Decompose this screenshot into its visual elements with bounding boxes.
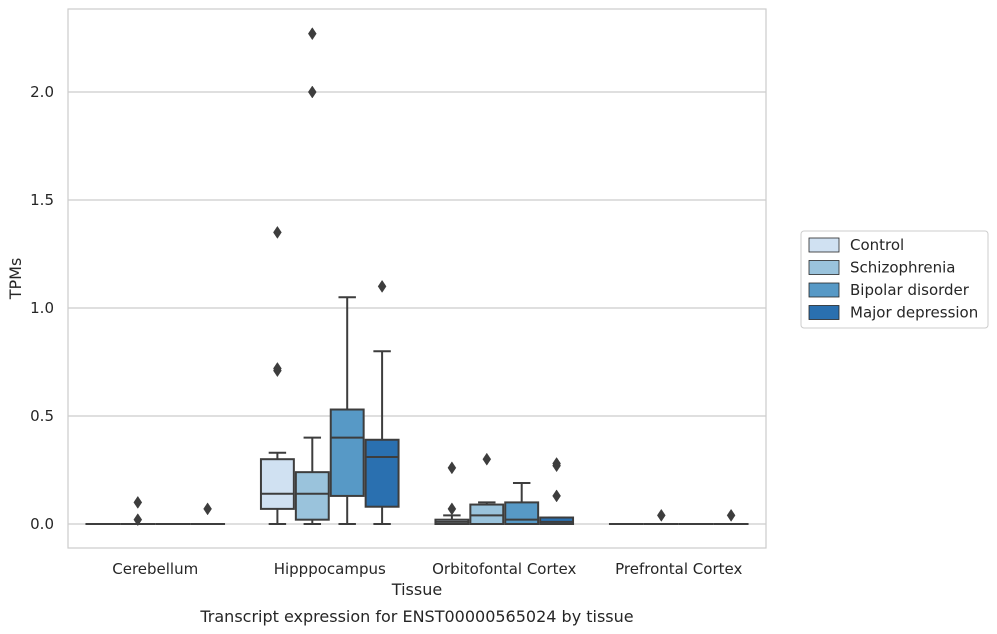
legend-label: Control [850,236,904,254]
outlier-point [203,502,212,516]
x-tick-label: Prefrontal Cortex [615,560,742,578]
y-tick-label: 1.5 [30,191,54,209]
box-major-depression [364,279,400,525]
y-axis-title: TPMs [6,258,25,301]
y-tick-labels: 0.0 0.5 1.0 1.5 2.0 [30,83,54,533]
box-schizophrenia [120,495,156,527]
box-schizophrenia [294,27,330,525]
outlier-point [273,362,282,375]
legend-swatch [808,305,840,320]
outlier-point [447,502,457,516]
outlier-point [273,225,282,239]
legend-swatch [808,282,840,298]
legend-label: Bipolar disorder [850,281,970,299]
box-iqr [469,503,505,525]
legend-label: Schizophrenia [850,259,955,277]
outlier-point [133,495,143,509]
outlier-point [552,457,561,470]
box-schizophrenia [469,452,505,525]
y-tick-label: 2.0 [30,83,54,101]
boxes [85,27,749,527]
outlier-point [552,489,561,503]
x-tick-label: Orbitofontal Cortex [432,560,576,578]
box-iqr [329,408,365,497]
box-major-depression [539,457,575,526]
outlier-point [726,508,736,522]
chart-caption: Transcript expression for ENST0000056502… [199,607,633,626]
legend-swatch [808,237,840,253]
outlier-point [307,27,317,41]
box-major-depression [713,508,749,526]
x-axis-title: Tissue [391,580,442,599]
legend-swatch [808,260,840,275]
outlier-point [133,513,143,527]
gridlines [68,91,766,525]
box-iqr [504,501,540,525]
box-control [259,225,295,525]
y-tick-label: 0.5 [30,407,54,425]
plot-frame [67,8,767,549]
box-bipolar-disorder [329,296,365,525]
legend-frame [800,230,989,329]
x-tick-label: Hipppocampus [274,560,386,578]
box-bipolar-disorder [504,481,540,525]
box-iqr [294,471,330,521]
legend-label: Major depression [850,304,978,322]
y-tick-label: 1.0 [30,299,54,317]
box-major-depression [190,502,226,526]
outlier-point [307,85,317,99]
box-iqr [364,438,400,508]
outlier-point [447,461,457,475]
x-tick-labels: Cerebellum Hipppocampus Orbitofontal Corte… [112,560,742,578]
box-schizophrenia [643,508,679,526]
outlier-point [377,279,387,293]
box-iqr [259,458,295,510]
box-control [434,461,470,525]
x-tick-label: Cerebellum [112,560,198,578]
legend: Control Schizophrenia Bipolar disorder Majo… [800,230,989,329]
box-iqr [539,516,575,526]
outlier-point [656,508,666,522]
outlier-point [482,452,492,466]
y-tick-label: 0.0 [30,515,54,533]
